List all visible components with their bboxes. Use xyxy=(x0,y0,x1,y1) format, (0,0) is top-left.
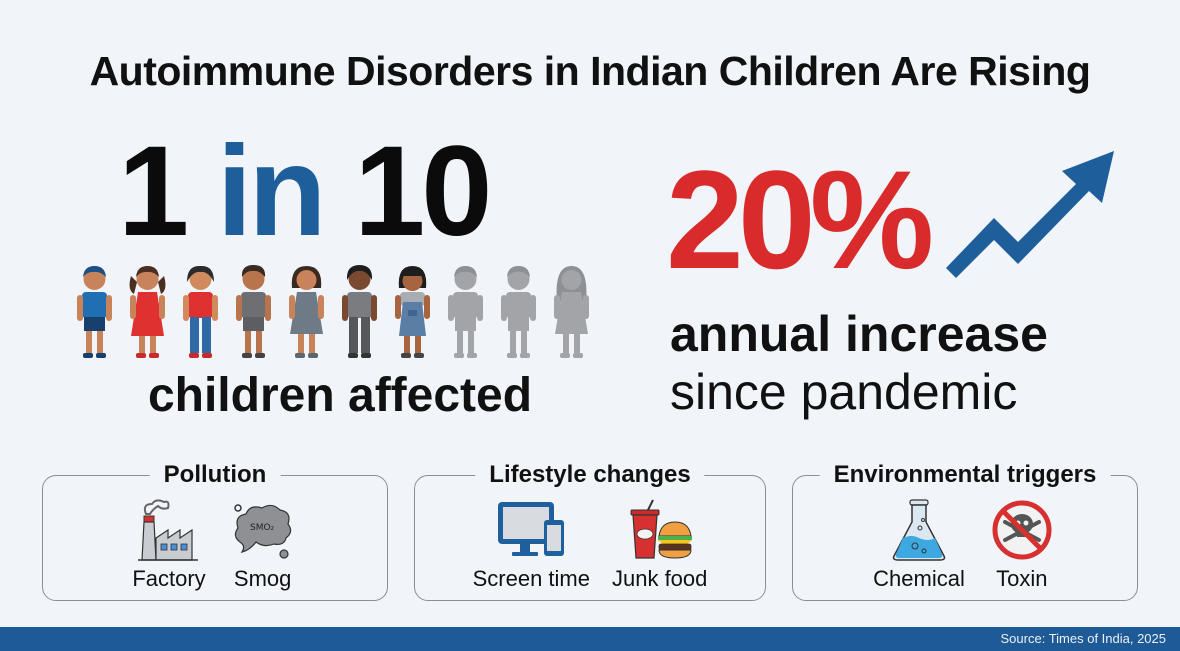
smog-cloud-icon: SMO₂ xyxy=(233,504,291,559)
trend-up-arrow-icon xyxy=(946,151,1114,278)
svg-text:SMO₂: SMO₂ xyxy=(250,523,275,533)
children-row xyxy=(72,262,594,362)
factor-item-screen-time: Screen time xyxy=(473,498,590,592)
child-icon xyxy=(342,265,377,358)
child-icon xyxy=(236,265,271,358)
factor-item-smog: SMO₂ Smog xyxy=(228,498,298,592)
source-citation: Source: Times of India, 2025 xyxy=(1000,631,1166,646)
no-skull-icon xyxy=(992,500,1052,560)
factor-box-environmental: Environmental triggers Chemical Toxin xyxy=(792,461,1138,601)
child-icon xyxy=(129,266,166,358)
factor-item-label: Factory xyxy=(132,566,206,591)
ratio-connector: in xyxy=(216,120,327,263)
factor-item-chemical: Chemical xyxy=(873,498,965,592)
footer-bar: Source: Times of India, 2025 xyxy=(0,627,1180,651)
factory-icon xyxy=(137,499,198,561)
child-icon-faded xyxy=(448,266,483,358)
factor-item-label: Chemical xyxy=(873,566,965,591)
children-affected-label: children affected xyxy=(147,369,533,422)
growth-label-line2: since pandemic xyxy=(670,364,1018,420)
factor-item-junk-food: Junk food xyxy=(612,498,707,592)
monitor-phone-icon xyxy=(498,502,565,556)
soda-burger-icon xyxy=(630,499,692,559)
child-icon-faded xyxy=(554,266,589,358)
factor-title: Environmental triggers xyxy=(819,461,1111,489)
child-icon xyxy=(183,265,218,358)
ratio-stat: 1 in 10 xyxy=(118,128,492,256)
growth-percentage: 20% xyxy=(666,141,934,298)
factor-item-label: Screen time xyxy=(472,566,590,591)
child-icon-faded xyxy=(501,266,536,358)
factor-item-label: Toxin xyxy=(996,566,1048,591)
factor-item-label: Junk food xyxy=(611,566,708,591)
ratio-denominator: 10 xyxy=(354,120,492,263)
factor-box-lifestyle: Lifestyle changes Screen time Junk food xyxy=(414,461,766,601)
child-icon xyxy=(395,266,430,358)
flask-icon xyxy=(892,499,946,561)
child-icon xyxy=(77,266,112,358)
page-title: Autoimmune Disorders in Indian Children … xyxy=(89,48,1091,94)
factor-title: Pollution xyxy=(149,461,281,489)
ratio-numerator: 1 xyxy=(118,120,189,263)
child-icon xyxy=(289,266,324,358)
factor-item-factory: Factory xyxy=(132,498,206,592)
factor-box-pollution: Pollution Factory SMO₂ Smog xyxy=(42,461,388,601)
factor-item-toxin: Toxin xyxy=(987,498,1057,592)
factor-item-label: Smog xyxy=(233,566,292,591)
growth-label-line1: annual increase xyxy=(670,306,1048,362)
factor-title: Lifestyle changes xyxy=(475,461,705,489)
